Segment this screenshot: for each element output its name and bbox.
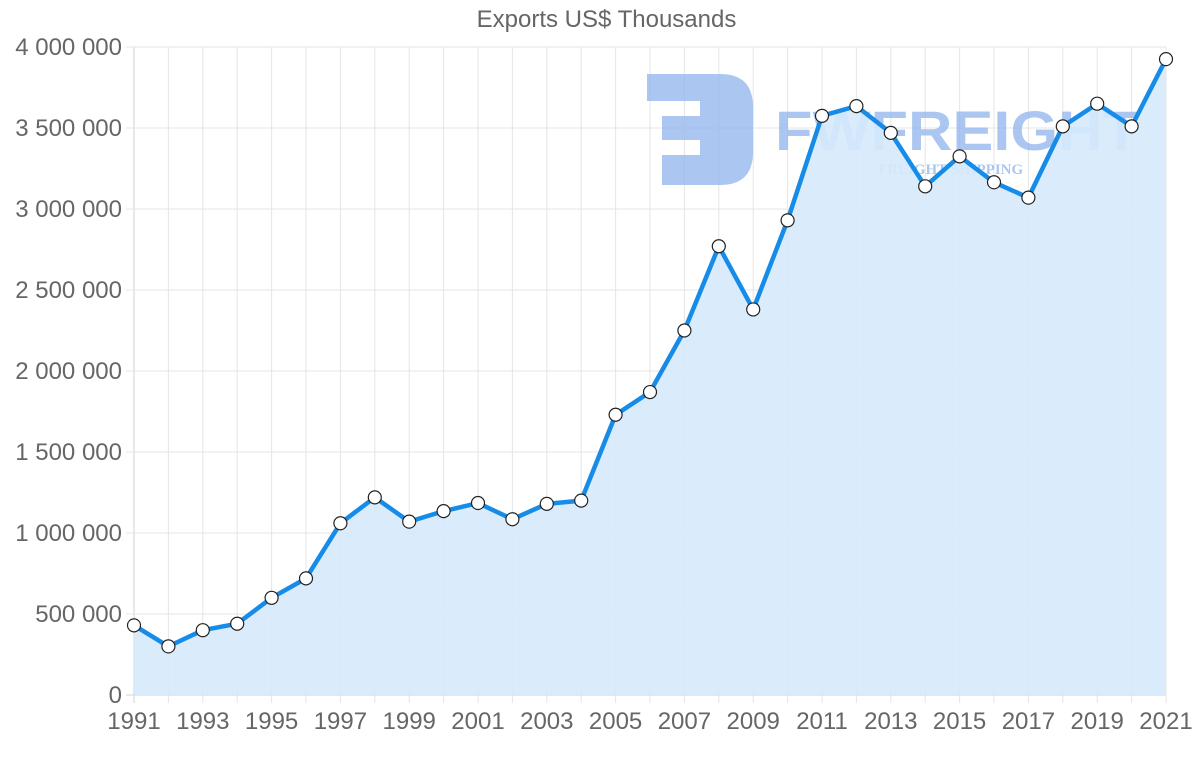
data-point-1995[interactable] — [264, 590, 279, 605]
x-tick-label: 1995 — [245, 708, 298, 735]
data-point-2012[interactable] — [849, 99, 864, 114]
data-point-2008[interactable] — [711, 239, 726, 254]
y-tick-label: 3 500 000 — [15, 115, 122, 142]
data-point-2021[interactable] — [1158, 52, 1174, 67]
data-point-2011[interactable] — [814, 108, 830, 123]
y-tick-label: 0 — [109, 682, 122, 709]
x-tick-label: 2021 — [1139, 708, 1192, 735]
data-point-2002[interactable] — [505, 512, 520, 527]
data-point-2006[interactable] — [642, 384, 658, 400]
data-point-2005[interactable] — [608, 407, 623, 422]
x-tick-label: 2007 — [658, 708, 711, 735]
x-tick-label: 2011 — [796, 708, 848, 735]
data-point-1999[interactable] — [402, 514, 417, 529]
data-point-2018[interactable] — [1055, 119, 1070, 134]
data-point-1997[interactable] — [333, 516, 348, 531]
data-point-1993[interactable] — [195, 623, 210, 638]
y-tick-label: 3 000 000 — [15, 196, 122, 223]
y-tick-label: 4 000 000 — [15, 34, 122, 61]
data-point-2004[interactable] — [574, 493, 589, 508]
x-tick-label: 2001 — [451, 708, 504, 735]
x-tick-label: 1997 — [314, 708, 367, 735]
x-tick-label: 2015 — [933, 708, 986, 735]
chart-title: Exports US$ Thousands — [476, 6, 737, 33]
x-tick-label: 1993 — [176, 708, 229, 735]
data-point-2019[interactable] — [1090, 96, 1105, 111]
x-tick-label: 2003 — [520, 708, 573, 735]
x-tick-label: 2009 — [727, 708, 780, 735]
y-tick-label: 1 500 000 — [15, 439, 122, 466]
data-point-2016[interactable] — [986, 175, 1002, 190]
data-point-2020[interactable] — [1124, 119, 1139, 134]
data-point-2007[interactable] — [677, 323, 692, 338]
x-tick-label: 2019 — [1071, 708, 1124, 735]
data-point-1994[interactable] — [230, 616, 245, 631]
data-point-2001[interactable] — [470, 495, 486, 511]
x-tick-label: 2017 — [1002, 708, 1055, 735]
y-axis-ticks: 0 500 000 1 000 000 1 500 000 2 000 000 2 500… — [15, 34, 122, 709]
x-tick-label: 2005 — [589, 708, 642, 735]
y-tick-label: 500 000 — [35, 601, 122, 628]
y-tick-label: 2 500 000 — [15, 277, 122, 304]
data-point-1998[interactable] — [367, 490, 382, 505]
x-tick-label: 1991 — [107, 708, 160, 735]
data-point-2015[interactable] — [952, 149, 967, 164]
data-point-2003[interactable] — [539, 496, 554, 511]
y-tick-label: 2 000 000 — [15, 358, 122, 385]
data-point-2010[interactable] — [780, 213, 795, 228]
data-points — [126, 52, 1174, 654]
data-point-1991[interactable] — [126, 618, 142, 633]
data-point-1992[interactable] — [161, 639, 176, 654]
data-point-2017[interactable] — [1021, 190, 1036, 205]
x-axis-ticks: 1991 1993 1995 1997 1999 2001 2003 2005 2007 2009… — [107, 708, 1192, 735]
x-tick-label: 2013 — [864, 708, 917, 735]
data-point-2013[interactable] — [883, 125, 898, 140]
data-point-2009[interactable] — [746, 302, 761, 317]
data-point-1996[interactable] — [298, 571, 314, 586]
series-area-fill — [134, 59, 1166, 695]
x-tick-label: 1999 — [383, 708, 436, 735]
watermark-logo-icon — [647, 74, 753, 185]
y-tick-label: 1 000 000 — [15, 520, 122, 547]
data-point-2000[interactable] — [436, 504, 451, 519]
data-point-2014[interactable] — [918, 179, 933, 194]
